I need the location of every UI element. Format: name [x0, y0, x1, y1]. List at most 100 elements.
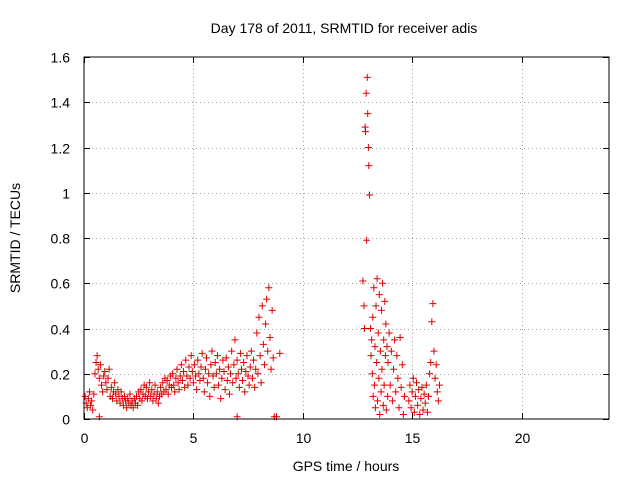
chart-title: Day 178 of 2011, SRMTID for receiver adi…: [211, 20, 478, 36]
data-point: [364, 144, 372, 151]
data-point: [382, 406, 390, 414]
data-point: [362, 89, 370, 97]
data-point: [258, 302, 266, 310]
data-point: [384, 392, 392, 400]
data-point: [419, 406, 427, 414]
data-point: [374, 329, 382, 337]
data-point: [374, 397, 382, 405]
data-point: [205, 370, 213, 378]
data-point: [266, 334, 274, 342]
axis-ticks: [84, 57, 609, 420]
data-point: [213, 352, 221, 360]
data-point: [245, 381, 253, 389]
data-point: [91, 370, 99, 378]
data-point: [108, 395, 116, 403]
data-point: [146, 379, 154, 387]
data-point: [382, 320, 390, 328]
data-point: [363, 73, 371, 81]
data-point: [259, 340, 267, 348]
data-point: [426, 370, 434, 378]
data-point: [422, 381, 430, 389]
data-point: [188, 367, 196, 375]
data-point: [239, 377, 247, 385]
data-point: [246, 363, 254, 371]
y-axis-tick-labels: 0 0.2 0.4 0.6 0.8 1 1.2 1.4 1.6: [51, 50, 71, 428]
data-point: [90, 390, 98, 398]
data-point: [378, 306, 385, 314]
data-point: [409, 374, 417, 382]
data-point: [392, 388, 400, 396]
grid: [84, 57, 609, 419]
x-tick-label: 15: [405, 430, 421, 446]
data-point: [393, 352, 401, 360]
data-point: [232, 374, 240, 382]
data-point: [367, 352, 375, 360]
data-point: [101, 367, 109, 375]
data-point: [199, 374, 207, 382]
data-point: [200, 388, 208, 396]
data-point: [428, 318, 436, 326]
data-point: [410, 408, 418, 416]
data-point: [405, 397, 413, 405]
data-point: [255, 313, 263, 321]
data-point: [154, 399, 162, 407]
data-point: [432, 361, 440, 369]
data-point: [229, 379, 237, 387]
data-point: [376, 410, 384, 418]
data-point: [163, 377, 171, 385]
data-point: [264, 347, 272, 355]
data-point: [380, 336, 388, 344]
data-point: [137, 386, 145, 394]
data-point: [365, 191, 373, 199]
data-point: [142, 383, 150, 391]
data-point: [375, 374, 383, 382]
data-point: [242, 367, 250, 375]
data-point: [222, 354, 230, 362]
data-point: [203, 354, 210, 362]
x-tick-label: 0: [81, 430, 89, 446]
data-point: [390, 365, 398, 373]
data-point: [370, 284, 378, 292]
data-point: [416, 410, 424, 418]
x-tick-label: 5: [190, 430, 198, 446]
data-point: [244, 372, 252, 380]
data-point: [182, 356, 190, 364]
data-point: [178, 377, 186, 385]
data-point: [99, 388, 107, 396]
data-point: [260, 361, 268, 369]
data-point: [235, 383, 243, 391]
data-point: [257, 379, 265, 387]
data-point: [217, 395, 225, 403]
data-point: [254, 370, 262, 378]
x-axis-label: GPS time / hours: [293, 458, 400, 474]
data-point: [174, 379, 182, 387]
data-point: [371, 404, 379, 412]
data-point: [211, 358, 219, 366]
data-point: [267, 365, 275, 373]
data-point: [185, 363, 193, 371]
data-point: [195, 370, 203, 378]
data-point: [95, 374, 103, 382]
data-point: [240, 358, 248, 366]
data-point: [359, 277, 367, 285]
data-point: [407, 404, 415, 412]
data-point: [373, 358, 381, 366]
data-point: [276, 349, 284, 357]
data-point: [138, 397, 146, 405]
data-point: [227, 370, 235, 378]
data-point: [111, 379, 119, 387]
data-point: [417, 395, 425, 403]
data-point: [102, 379, 110, 387]
data-point: [263, 295, 271, 303]
data-point: [265, 284, 273, 292]
data-point: [420, 390, 428, 398]
data-point: [208, 347, 216, 355]
data-point: [172, 374, 180, 382]
data-point: [96, 361, 104, 369]
data-point: [434, 397, 442, 405]
data-point: [360, 302, 368, 310]
y-tick-label: 0.2: [51, 367, 71, 383]
data-point: [173, 365, 181, 373]
data-point: [269, 354, 277, 362]
data-point: [180, 367, 188, 375]
